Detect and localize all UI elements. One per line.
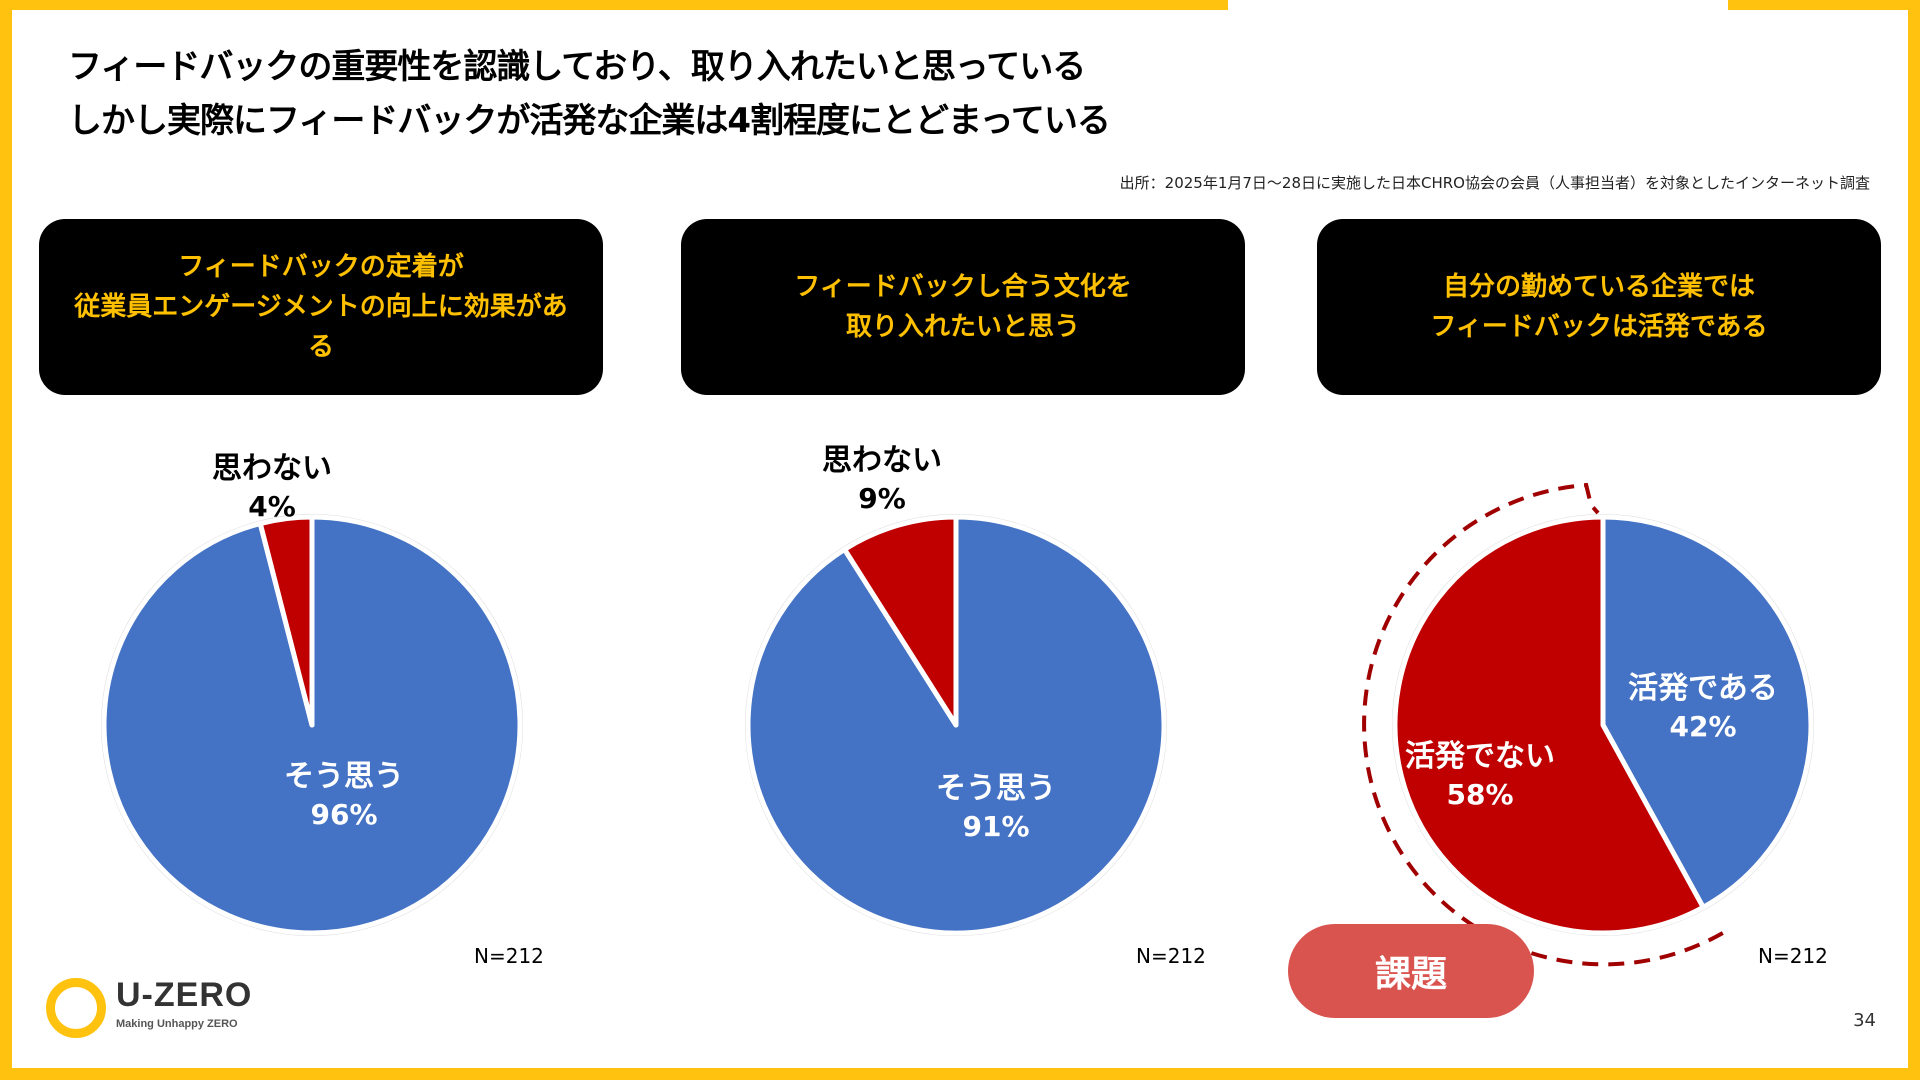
title-line-1: フィードバックの重要性を認識しており、取り入れたいと思っている (68, 47, 1086, 87)
question-2-line-2: 取り入れたいと思う (845, 312, 1080, 342)
frame-bottom (0, 1068, 1920, 1080)
question-box-2: フィードバックし合う文化を 取り入れたいと思う (681, 219, 1245, 395)
pie-2-slice-2 (842, 514, 959, 728)
u-zero-logo: U-ZERO Making Unhappy ZERO (46, 976, 266, 1040)
pie-1-label-1: そう思う (284, 759, 404, 794)
page-number: 34 (1853, 1010, 1876, 1031)
logo-name: U-ZERO (116, 976, 253, 1014)
question-1-line-3: る (307, 332, 334, 362)
pie-3-slice-1 (1600, 514, 1814, 910)
source-note: 出所：2025年1月7日〜28日に実施した日本CHRO協会の会員（人事担当者）を… (1119, 174, 1870, 192)
question-1-line-2: 従業員エンゲージメントの向上に効果があ (74, 292, 568, 322)
question-box-1: フィードバックの定着が 従業員エンゲージメントの向上に効果があ る (39, 219, 603, 395)
n-label-2: N=212 (1136, 944, 1206, 968)
logo-ring-icon (46, 978, 106, 1038)
question-3-line-2: フィードバックは活発である (1430, 312, 1768, 342)
issue-badge: 課題 (1288, 924, 1534, 1018)
pie-1-slice-2 (257, 514, 315, 728)
frame-top (0, 0, 1920, 10)
pie-1-value-1: 96% (310, 798, 377, 831)
pie-2-value-1: 91% (962, 810, 1029, 843)
title-line-2: しかし実際にフィードバックが活発な企業は4割程度にとどまっている (68, 101, 1111, 141)
pie-3-slice-2 (1392, 514, 1706, 936)
question-box-3: 自分の勤めている企業では フィードバックは活発である (1317, 219, 1881, 395)
frame-right (1908, 0, 1920, 1080)
pie-3-value-1: 42% (1669, 710, 1736, 743)
pie-2-label-2: 思わない (822, 443, 942, 478)
logo-tagline: Making Unhappy ZERO (116, 1018, 238, 1030)
question-3-line-1: 自分の勤めている企業では (1442, 272, 1755, 302)
pie-2-label-1: そう思う (936, 771, 1056, 806)
question-2-line-1: フィードバックし合う文化を (794, 272, 1132, 302)
pie-3-label-2: 活発でない (1405, 739, 1555, 774)
pie-3-value-2: 58% (1446, 778, 1513, 811)
n-label-1: N=212 (474, 944, 544, 968)
pie-1-label-2: 思わない (212, 451, 332, 486)
pie-2-value-2: 9% (858, 482, 906, 515)
pie-3-label-1: 活発である (1628, 671, 1778, 706)
highlight-dashed-ring (1362, 482, 1724, 967)
pie-1-value-2: 4% (248, 490, 296, 523)
frame-top-gap (1228, 0, 1728, 10)
n-label-3: N=212 (1758, 944, 1828, 968)
page-title: フィードバックの重要性を認識しており、取り入れたいと思っている しかし実際にフィ… (68, 40, 1568, 148)
frame-left (0, 0, 12, 1080)
question-1-line-1: フィードバックの定着が (178, 252, 464, 282)
